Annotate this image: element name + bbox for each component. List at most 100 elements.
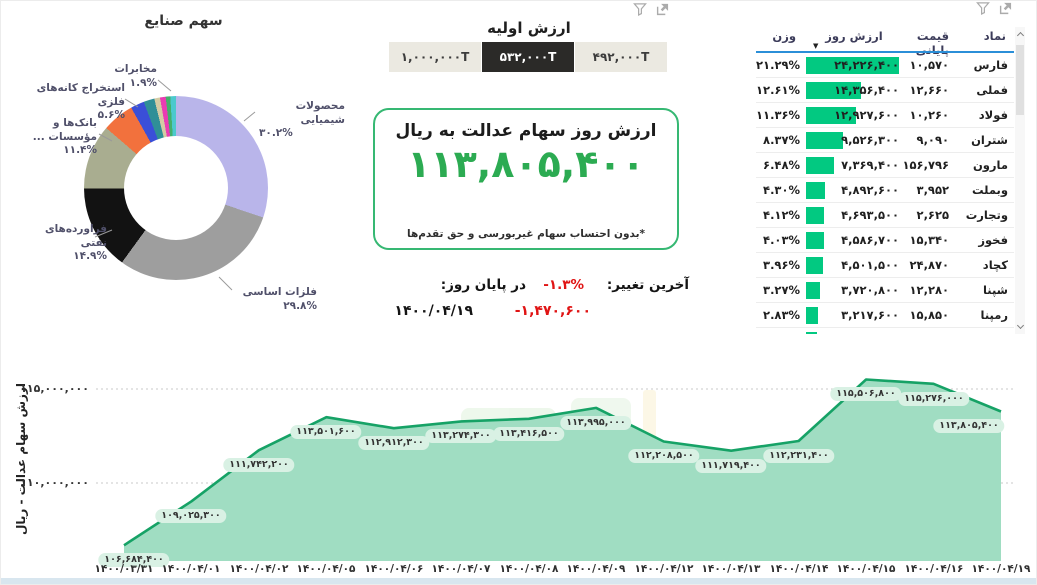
weight-cell: ۴.۰۳%: [763, 233, 800, 247]
day-value-number: ۱۱۳,۸۰۵,۴۰۰: [407, 142, 645, 186]
table-row[interactable]: ۴,۶۹۳,۵۰۰ ۴.۱۲% ۲,۶۲۵ وتجارت: [756, 203, 1014, 228]
day-value-bar: [806, 332, 817, 334]
focus-mode-icon[interactable]: [999, 2, 1012, 15]
close-price-cell: ۱۰,۵۷۰: [909, 58, 949, 72]
data-label-pill: ۱۱۳,۸۰۵,۴۰۰: [933, 419, 1005, 433]
donut-label-telecom: مخابرات ۱.۹%: [97, 63, 157, 90]
symbol-cell: کچاد: [982, 258, 1008, 272]
header-day-value[interactable]: ارزش روز: [825, 29, 883, 43]
chevron-up-icon[interactable]: [1016, 31, 1024, 40]
donut-label-text: محصولات شیمیایی: [295, 100, 345, 126]
day-value-cell: ۱۴,۳۵۶,۴۰۰: [834, 83, 899, 97]
data-label-pill: ۱۱۱,۷۴۲,۲۰۰: [223, 458, 295, 472]
table-row[interactable]: ۹,۵۲۶,۳۰۰ ۸.۳۷% ۹,۰۹۰ شتران: [756, 128, 1014, 153]
day-value-bar: [806, 232, 824, 249]
scrollbar-thumb[interactable]: [1016, 45, 1024, 115]
table-row[interactable]: ۴,۸۹۲,۶۰۰ ۴.۳۰% ۳,۹۵۲ وبملت: [756, 178, 1014, 203]
donut-label-text: فراورده‌های نفتی: [44, 223, 107, 249]
day-value-card: ارزش روز سهام عدالت به ریال ۱۱۳,۸۰۵,۴۰۰ …: [373, 108, 679, 250]
weight-cell: ۳.۹۶%: [763, 258, 800, 272]
horizontal-scrollbar[interactable]: [1, 578, 1036, 584]
end-of-day-date: ۱۴۰۰/۰۴/۱۹: [394, 303, 473, 319]
day-value-cell: ۳,۷۲۰,۸۰۰: [841, 283, 899, 297]
symbol-cell: وبملت: [971, 183, 1008, 197]
symbol-cell: وتجارت: [965, 208, 1008, 222]
x-axis-label: ۱۴۰۰/۰۴/۱۳: [701, 563, 761, 575]
symbols-table: ۲۴,۲۲۶,۴۰۰ ۲۱.۲۹% ۱۰,۵۷۰ فارس ۱۴,۳۵۶,۴۰۰ ۱۲.۶…: [756, 53, 1014, 334]
donut-label-banks: بانک‌ها و مؤسسات ... ۱۱.۴%: [7, 117, 97, 158]
table-row[interactable]: ۱۲,۹۲۷,۶۰۰ ۱۱.۳۶% ۱۰,۲۶۰ فولاد: [756, 103, 1014, 128]
close-price-cell: ۱۲,۲۸۰: [909, 283, 949, 297]
x-axis-label: ۱۴۰۰/۰۴/۱۶: [904, 563, 964, 575]
weight-cell: ۲.۸۳%: [763, 308, 800, 322]
x-axis-label: ۱۴۰۰/۰۳/۳۱: [94, 563, 154, 575]
table-row[interactable]: ۴,۵۰۱,۵۰۰ ۳.۹۶% ۲۴,۸۷۰ کچاد: [756, 253, 1014, 278]
table-row[interactable]: ۲۴,۲۲۶,۴۰۰ ۲۱.۲۹% ۱۰,۵۷۰ فارس: [756, 53, 1014, 78]
header-symbol[interactable]: نماد: [983, 29, 1006, 43]
chevron-down-icon[interactable]: [1016, 321, 1024, 330]
trend-y-axis-title: ارزش سهام عدالت - ریال: [14, 383, 28, 535]
day-value-bar: [806, 257, 824, 274]
day-value-cell: ۴,۵۸۶,۷۰۰: [841, 233, 899, 247]
table-scrollbar[interactable]: [1015, 27, 1025, 334]
symbol-cell: فخوز: [978, 233, 1008, 247]
donut-label-oil-products: فراورده‌های نفتی ۱۴.۹%: [23, 223, 107, 264]
data-label-pill: ۱۰۶,۶۸۴,۴۰۰: [98, 553, 170, 567]
donut-hole: [124, 136, 228, 240]
table-header: نماد قیمت پایانی ارزش روز وزن ▼: [756, 27, 1014, 57]
donut-label-pct: ۱۴.۹%: [73, 250, 107, 263]
initial-value-option-3[interactable]: ۴۹۲,۰۰۰T: [575, 42, 667, 72]
symbol-cell: شتران: [971, 133, 1008, 147]
table-row[interactable]: ۳,۷۲۰,۸۰۰ ۳.۲۷% ۱۲,۲۸۰ شپنا: [756, 278, 1014, 303]
x-axis-label: ۱۴۰۰/۰۴/۱۲: [634, 563, 694, 575]
x-axis-label: ۱۴۰۰/۰۴/۰۸: [499, 563, 559, 575]
x-axis-label: ۱۴۰۰/۰۴/۱۹: [971, 563, 1031, 575]
day-value-bar: [806, 307, 819, 324]
donut-label-text: مخابرات: [114, 63, 157, 75]
table-row[interactable]: ۳,۲۱۷,۶۰۰ ۲.۸۳% ۱۵,۸۵۰ رمپنا: [756, 303, 1014, 328]
table-row-partial: [756, 328, 1014, 334]
donut-label-pct: ۲۹.۸%: [283, 299, 317, 312]
day-value-cell: ۷,۳۶۹,۴۰۰: [841, 158, 899, 172]
focus-mode-icon[interactable]: [656, 3, 669, 16]
last-change-label: آخرین تغییر:: [606, 277, 689, 293]
day-value-cell: ۴,۵۰۱,۵۰۰: [841, 258, 899, 272]
filter-icon[interactable]: [633, 3, 647, 16]
donut-label-chemicals: محصولات شیمیایی ۳۰.۲%: [259, 100, 345, 141]
initial-value-option-1[interactable]: ۱,۰۰۰,۰۰۰T: [389, 42, 481, 72]
sort-descending-icon[interactable]: ▼: [813, 42, 819, 50]
table-row[interactable]: ۷,۳۶۹,۴۰۰ ۶.۴۸% ۱۵۶,۷۹۶ مارون: [756, 153, 1014, 178]
header-close-price[interactable]: قیمت پایانی: [915, 29, 949, 57]
table-row[interactable]: ۴,۵۸۶,۷۰۰ ۴.۰۳% ۱۵,۳۴۰ فخوز: [756, 228, 1014, 253]
weight-cell: ۸.۳۷%: [763, 133, 800, 147]
watermark: [431, 386, 691, 466]
close-price-cell: ۹,۰۹۰: [916, 133, 949, 147]
initial-value-title: ارزش اولیه: [487, 19, 571, 37]
day-value-bar: [806, 82, 862, 99]
x-axis-label: ۱۴۰۰/۰۴/۰۱: [161, 563, 221, 575]
donut-label-text: بانک‌ها و مؤسسات ...: [32, 117, 97, 143]
symbol-cell: فارس: [973, 58, 1008, 72]
symbol-cell: مارون: [972, 158, 1008, 172]
table-row[interactable]: ۱۴,۳۵۶,۴۰۰ ۱۲.۶۱% ۱۲,۶۶۰ فملی: [756, 78, 1014, 103]
day-value-cell: ۱۲,۹۲۷,۶۰۰: [834, 108, 899, 122]
symbol-cell: شپنا: [982, 283, 1008, 297]
header-underline: [756, 51, 1014, 53]
header-weight[interactable]: وزن: [772, 29, 796, 43]
weight-cell: ۴.۳۰%: [763, 183, 800, 197]
filter-icon[interactable]: [976, 2, 990, 15]
visual-header-table: [976, 2, 1012, 15]
donut-label-pct: ۵.۶%: [97, 109, 125, 122]
weight-cell: ۱۲.۶۱%: [756, 83, 800, 97]
donut-label-pct: ۱۱.۴%: [63, 144, 97, 157]
donut-label-basic-metals: فلزات اساسی ۲۹.۸%: [227, 286, 317, 313]
day-value-cell: ۴,۶۹۳,۵۰۰: [841, 208, 899, 222]
close-price-cell: ۱۰,۲۶۰: [909, 108, 949, 122]
day-value-bar: [806, 157, 835, 174]
day-value-bar: [806, 132, 843, 149]
data-label-pill: ۱۱۲,۹۱۲,۳۰۰: [358, 436, 430, 450]
data-label-pill: ۱۰۹,۰۲۵,۳۰۰: [155, 509, 227, 523]
weight-cell: ۴.۱۲%: [763, 208, 800, 222]
initial-value-option-2[interactable]: ۵۳۲,۰۰۰T: [482, 42, 574, 72]
day-value-cell: ۲۴,۲۲۶,۴۰۰: [834, 58, 899, 72]
